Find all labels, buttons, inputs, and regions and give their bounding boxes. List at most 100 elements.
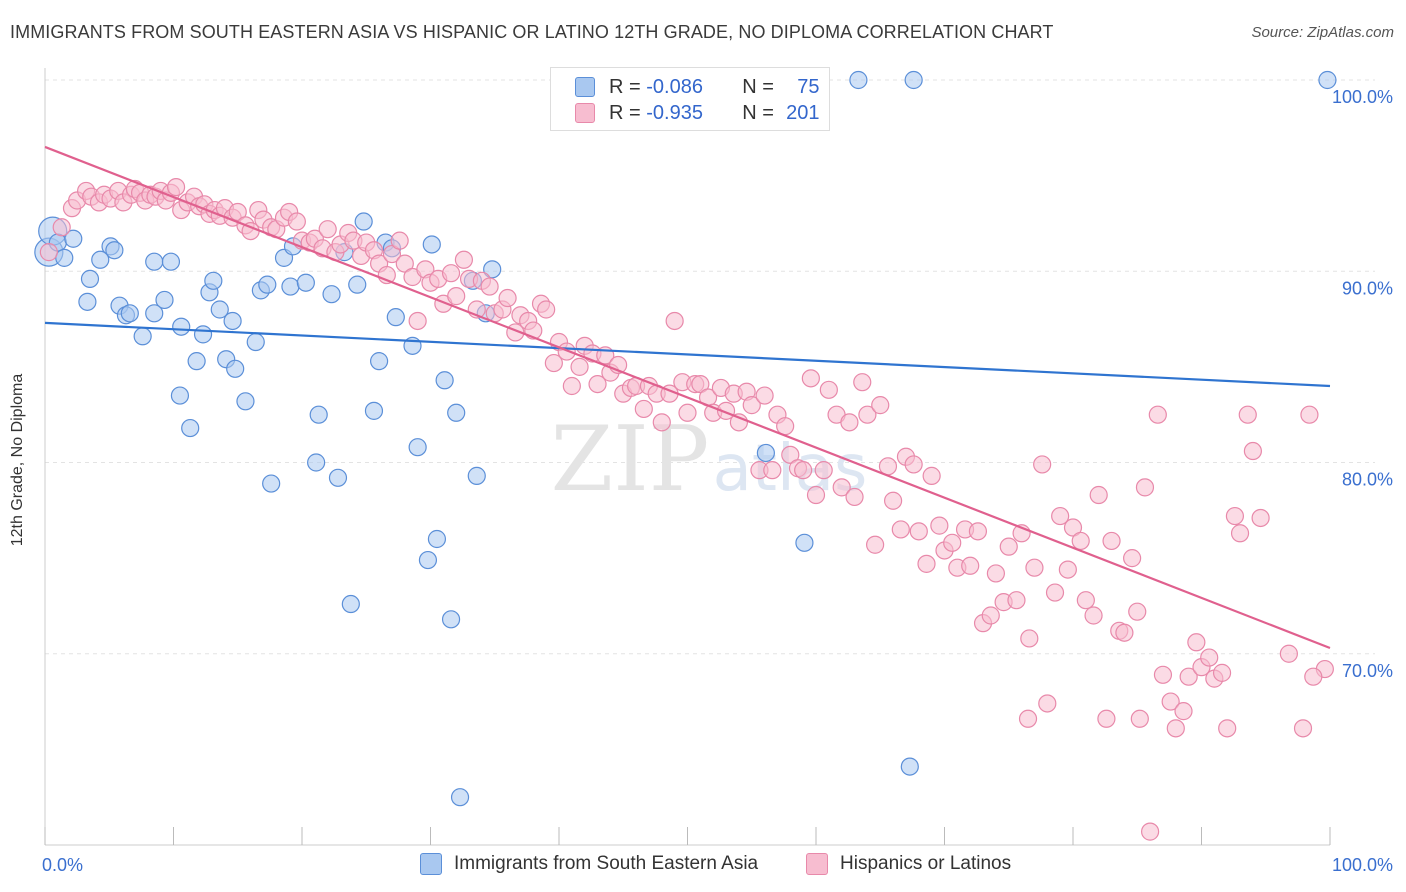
- data-point-pink: [1102, 531, 1121, 551]
- data-point-pink: [801, 369, 820, 388]
- data-point-pink: [570, 357, 589, 376]
- data-point-blue: [370, 352, 389, 371]
- stats-legend: R = -0.086 N = 75 R = -0.935 N = 201: [550, 67, 830, 131]
- data-point-blue: [226, 359, 245, 378]
- data-point-pink: [408, 311, 427, 331]
- watermark-zip: ZIP: [551, 407, 710, 512]
- data-point-pink: [588, 374, 607, 394]
- data-point-pink: [1179, 667, 1198, 686]
- data-point-blue: [435, 371, 454, 390]
- data-point-blue: [172, 317, 191, 336]
- data-point-pink: [742, 396, 761, 415]
- data-point-pink: [454, 250, 474, 269]
- bottom-legend-blue: Immigrants from South Eastern Asia: [420, 852, 758, 876]
- data-point-pink: [1251, 508, 1270, 528]
- data-point-pink: [1045, 583, 1065, 602]
- data-point-pink: [1071, 531, 1090, 551]
- data-point-blue: [364, 401, 384, 420]
- data-point-blue: [155, 290, 174, 310]
- data-point-blue: [161, 252, 181, 271]
- data-point-pink: [794, 461, 813, 480]
- data-point-pink: [1038, 694, 1057, 713]
- legend-blue-n: 75: [797, 75, 820, 98]
- data-point-pink: [287, 212, 306, 231]
- data-point-blue: [170, 386, 190, 405]
- data-point-blue: [447, 403, 466, 422]
- data-point-pink: [498, 288, 517, 308]
- data-point-pink: [819, 380, 838, 399]
- y-tick-label: 70.0%: [1342, 661, 1393, 681]
- data-point-blue: [427, 529, 447, 549]
- legend-r-label: R =: [609, 75, 641, 98]
- data-point-pink: [981, 606, 1000, 625]
- data-point-pink: [904, 455, 923, 474]
- data-point-pink: [961, 556, 980, 575]
- x-tick-label: 100.0%: [1332, 855, 1393, 875]
- data-point-pink: [1243, 441, 1263, 461]
- data-point-blue: [78, 292, 97, 311]
- data-point-pink: [1153, 665, 1173, 684]
- data-point-pink: [665, 311, 684, 331]
- data-point-blue: [204, 271, 223, 290]
- x-tick-label: 0.0%: [42, 855, 83, 875]
- legend-pink-n: 201: [786, 101, 820, 124]
- watermark: ZIPatlas: [551, 407, 868, 512]
- data-point-blue: [181, 418, 200, 438]
- data-point-pink: [1161, 692, 1180, 711]
- legend-row-blue: R = -0.086 N = 75: [575, 74, 820, 100]
- data-point-pink: [1212, 663, 1232, 682]
- data-point-pink: [806, 485, 826, 505]
- data-point-pink: [1063, 518, 1083, 537]
- legend-n-label: N =: [742, 101, 774, 124]
- data-point-pink: [781, 445, 800, 464]
- data-point-blue: [1318, 70, 1337, 90]
- data-point-blue: [120, 304, 139, 323]
- bottom-legend-pink-label: Hispanics or Latinos: [840, 853, 1012, 874]
- data-point-pink: [1115, 623, 1134, 642]
- data-point-pink: [845, 487, 864, 507]
- data-point-pink: [814, 461, 833, 480]
- tick-labels: 100.0% 90.0% 80.0% 70.0% 0.0% 100.0%: [42, 87, 1393, 875]
- gridlines: [45, 79, 1375, 655]
- data-point-pink: [1033, 455, 1052, 474]
- data-point-blue: [55, 248, 74, 267]
- data-point-pink: [441, 264, 461, 283]
- chart-title: IMMIGRANTS FROM SOUTH EASTERN ASIA VS HI…: [10, 22, 1054, 42]
- data-point-blue: [145, 252, 164, 271]
- data-point-blue: [210, 300, 229, 319]
- data-point-blue: [145, 304, 164, 323]
- data-point-blue: [80, 269, 100, 288]
- data-point-pink: [1304, 667, 1323, 686]
- data-point-pink: [891, 520, 910, 539]
- data-point-pink: [691, 374, 710, 394]
- legend-blue-r: -0.086: [646, 75, 703, 98]
- data-point-pink: [1300, 405, 1319, 424]
- data-point-pink: [1089, 485, 1108, 505]
- data-point-blue: [467, 466, 486, 485]
- data-point-pink: [1279, 644, 1298, 663]
- data-point-blue: [328, 468, 348, 487]
- data-point-pink: [1007, 591, 1026, 610]
- legend-r-label: R =: [609, 101, 641, 124]
- data-point-blue: [849, 70, 868, 90]
- data-point-pink: [986, 564, 1006, 583]
- data-point-blue: [246, 332, 265, 352]
- data-point-blue: [450, 788, 470, 807]
- data-point-blue: [408, 438, 427, 457]
- data-point-pink: [858, 405, 877, 424]
- data-point-pink: [1128, 602, 1147, 621]
- data-point-pink: [840, 413, 859, 432]
- data-point-pink: [1130, 709, 1149, 728]
- bottom-legend-blue-label: Immigrants from South Eastern Asia: [454, 853, 759, 874]
- data-point-pink: [1230, 524, 1250, 543]
- data-point-pink: [917, 554, 936, 573]
- legend-row-pink: R = -0.935 N = 201: [575, 100, 820, 126]
- data-point-blue: [904, 70, 923, 90]
- data-point-blue: [236, 392, 255, 411]
- data-point-pink: [1174, 702, 1193, 721]
- data-point-blue: [296, 273, 315, 292]
- bottom-legend-pink: Hispanics or Latinos: [806, 852, 1011, 876]
- data-point-blue: [133, 327, 152, 346]
- data-point-blue: [386, 308, 405, 327]
- data-point-pink: [390, 231, 409, 250]
